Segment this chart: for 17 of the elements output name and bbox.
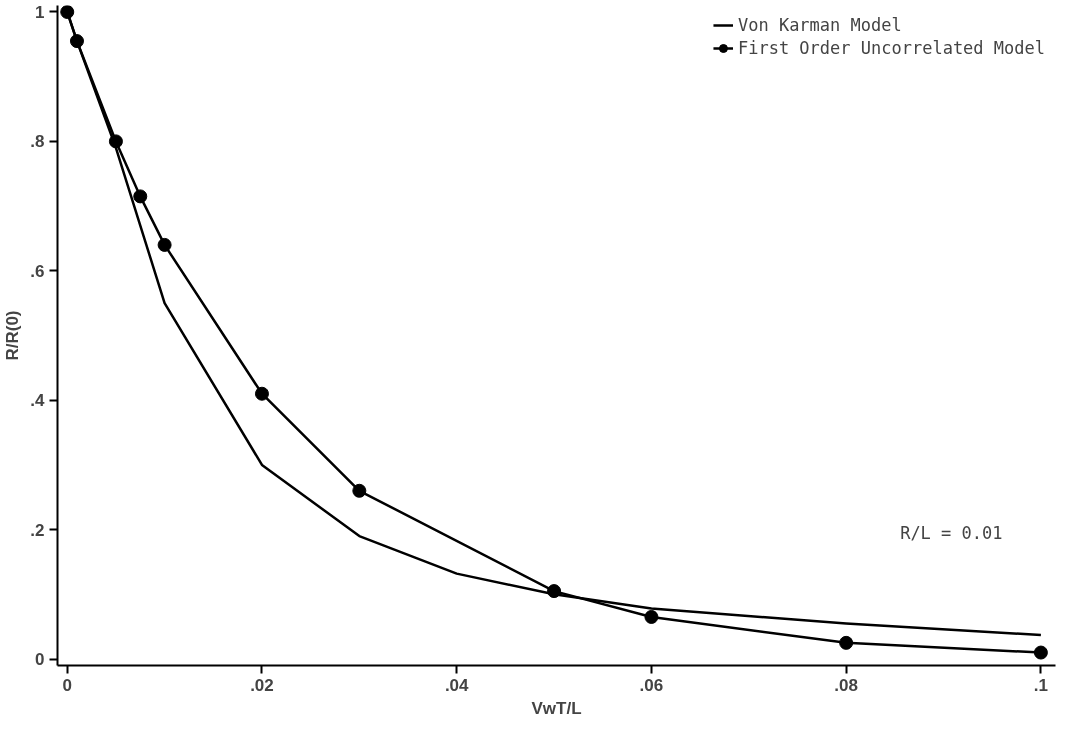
x-tick-label: .02 xyxy=(250,675,274,695)
x-axis-title: VwT/L xyxy=(531,698,582,718)
annotation: R/L = 0.01 xyxy=(900,522,1003,543)
y-tick-label: .4 xyxy=(30,391,46,411)
y-tick-label: 1 xyxy=(35,2,45,22)
legend-label: Von Karman Model xyxy=(737,15,902,35)
x-tick-label: 0 xyxy=(62,675,72,695)
y-tick-label: .6 xyxy=(30,261,45,281)
legend-label: First Order Uncorrelated Model xyxy=(737,38,1045,58)
y-axis-title: R/R(0) xyxy=(3,310,23,361)
x-tick-label: .04 xyxy=(444,675,470,695)
x-tick-label: .06 xyxy=(639,675,664,695)
x-tick-label: .08 xyxy=(834,675,858,695)
y-tick-label: 0 xyxy=(35,650,45,670)
x-tick-label: .1 xyxy=(1033,675,1048,695)
y-tick-label: .8 xyxy=(30,132,45,152)
y-tick-label: .2 xyxy=(30,520,45,540)
